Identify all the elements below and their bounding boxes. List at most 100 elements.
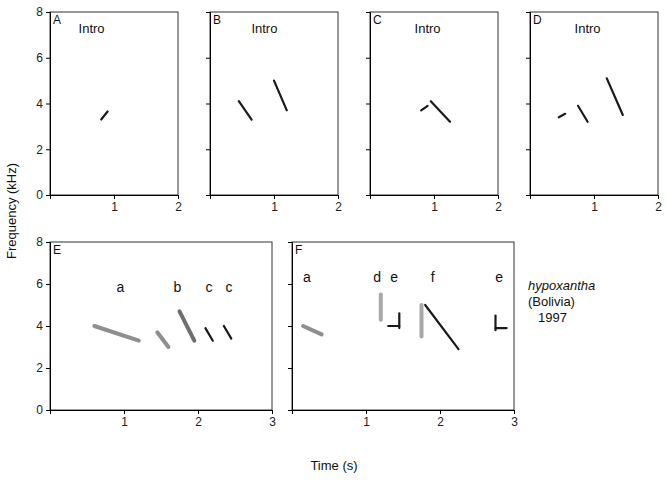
y-axis	[366, 13, 371, 196]
y-tick: 2	[36, 361, 50, 375]
marks	[101, 112, 107, 120]
annotation: e	[495, 269, 503, 285]
tick-mark	[274, 195, 275, 199]
y-tick: 8	[36, 235, 50, 249]
panel-letter: B	[213, 13, 221, 27]
tick-mark	[366, 104, 370, 105]
tick-label: 2	[437, 415, 444, 429]
tick-mark	[498, 195, 499, 199]
y-axis: 0 2 4 6 8	[36, 5, 50, 202]
axis-line	[526, 13, 531, 196]
x-tick: 2	[335, 195, 342, 214]
caption: (Bolivia)	[528, 294, 575, 309]
tick-label: 8	[36, 235, 43, 249]
panel: 12IntroB	[206, 12, 342, 214]
x-axis: 1 2 3	[51, 410, 277, 429]
tick-label: 1	[121, 415, 128, 429]
panel: 1202468IntroA	[36, 5, 182, 213]
tick-mark	[46, 149, 50, 150]
annotation: a	[116, 279, 124, 295]
x-tick: 1	[111, 195, 118, 214]
tick-mark	[526, 104, 530, 105]
tick-label: 2	[36, 143, 43, 157]
plot-frame	[210, 12, 338, 195]
annotation: f	[431, 269, 435, 285]
tick-mark	[46, 104, 50, 105]
y-tick	[288, 410, 292, 411]
panel: 123adefeF	[288, 242, 518, 429]
y-axis-title: Frequency (kHz)	[4, 163, 19, 259]
syllable-trace	[431, 101, 450, 122]
y-tick	[206, 149, 210, 150]
tick-mark	[46, 195, 50, 196]
x-axis: 12	[51, 195, 183, 214]
tick-mark	[338, 195, 339, 199]
y-tick: 0	[36, 403, 50, 417]
syllable-trace	[421, 106, 427, 111]
axis-line	[46, 13, 51, 196]
y-axis: 02468	[36, 235, 50, 417]
tick-label: 1	[431, 200, 438, 214]
tick-mark	[46, 12, 50, 13]
marks	[239, 81, 287, 120]
annotation: Intro	[79, 21, 105, 36]
y-tick: 6	[36, 51, 50, 65]
y-axis	[526, 13, 531, 196]
annotation: b	[173, 279, 181, 295]
tick-label: 8	[36, 5, 43, 19]
x-axis-title: Time (s)	[310, 458, 357, 473]
y-tick: 4	[36, 97, 50, 111]
syllable-trace	[239, 101, 252, 119]
x-tick: 1	[591, 195, 598, 214]
x-tick: 1	[121, 410, 128, 429]
syllable-trace	[94, 326, 138, 341]
x-tick: 2	[195, 410, 202, 429]
tick-mark	[526, 58, 530, 59]
plot-frame	[50, 12, 178, 195]
y-tick: 0	[36, 188, 50, 202]
tick-mark	[46, 242, 50, 243]
tick-mark	[46, 284, 50, 285]
y-tick	[526, 12, 530, 13]
y-tick	[288, 368, 292, 369]
plot-frame	[370, 12, 498, 195]
y-tick	[526, 58, 530, 59]
tick-mark	[366, 12, 370, 13]
tick-mark	[288, 284, 292, 285]
tick-label: 2	[335, 200, 342, 214]
tick-label: 1	[363, 415, 370, 429]
syllable-trace	[274, 81, 287, 111]
y-tick: 6	[36, 277, 50, 291]
tick-mark	[526, 149, 530, 150]
y-axis	[206, 13, 211, 196]
marks	[421, 101, 450, 122]
syllable-trace	[398, 313, 400, 328]
annotation: Intro	[575, 21, 601, 36]
annotation: c	[206, 279, 213, 295]
tick-mark	[288, 410, 292, 411]
y-tick	[366, 195, 370, 196]
x-tick: 1	[431, 195, 438, 214]
syllable-trace	[496, 327, 507, 329]
tick-label: 2	[175, 200, 182, 214]
tick-label: 2	[36, 361, 43, 375]
axis-line	[51, 411, 273, 415]
axis-line	[211, 196, 339, 200]
y-tick	[526, 195, 530, 196]
axis-line	[366, 13, 371, 196]
y-axis	[288, 243, 293, 411]
y-tick	[288, 326, 292, 327]
syllable-trace	[157, 332, 168, 347]
panel: 12IntroD	[526, 12, 662, 214]
x-tick: 2	[175, 195, 182, 214]
x-tick: 3	[269, 410, 276, 429]
tick-mark	[272, 410, 273, 414]
plot-frame	[530, 12, 658, 195]
x-tick: 2	[437, 410, 444, 429]
x-axis: 12	[371, 195, 503, 214]
axis-line	[293, 411, 515, 415]
syllable-trace	[379, 295, 383, 320]
x-axis: 12	[211, 195, 343, 214]
syllable-trace	[224, 326, 231, 339]
x-axis: 12	[531, 195, 663, 214]
